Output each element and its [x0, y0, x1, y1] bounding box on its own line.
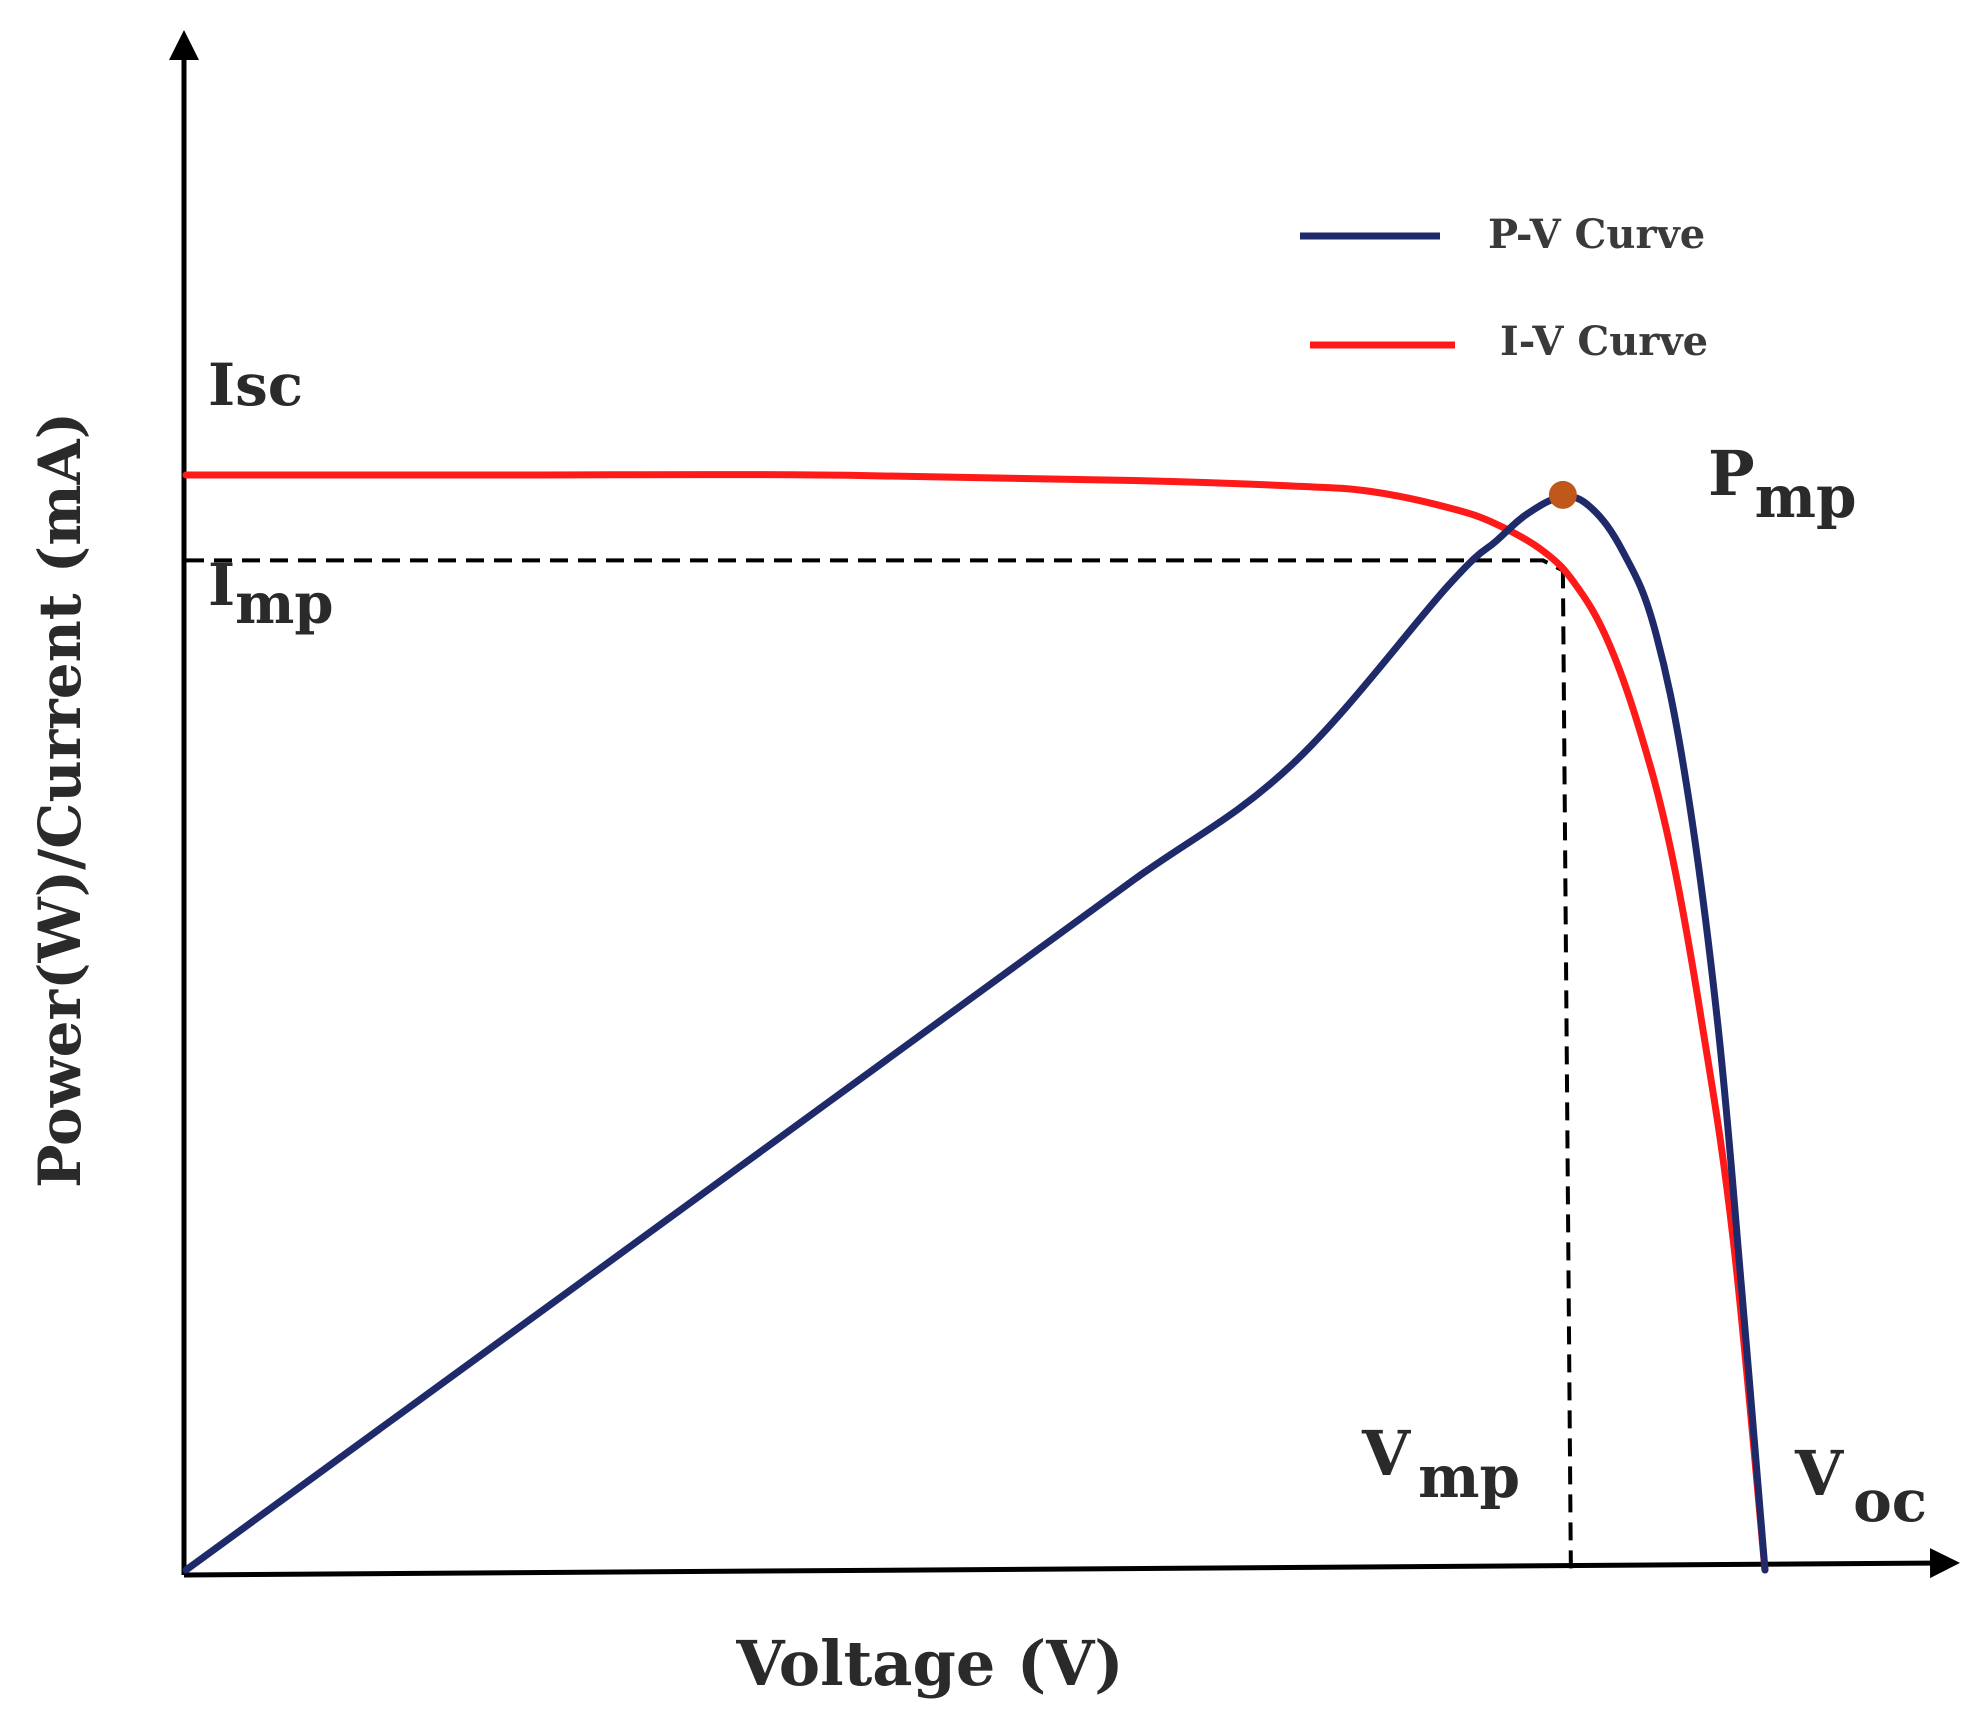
vmp-dashed-guide [1560, 570, 1573, 1571]
vmp-label-sub: mp [1418, 1443, 1520, 1511]
imp-dashed-guide [186, 558, 1564, 573]
pmp-label-main: P [1708, 437, 1755, 510]
pmp-label-sub: mp [1755, 463, 1857, 531]
voc-label-sub: oc [1853, 1467, 1927, 1535]
isc-label: Isc [208, 351, 303, 419]
voc-label-main: V [1794, 1437, 1844, 1510]
pmp-label: Pmp [1708, 437, 1857, 531]
max-power-point-marker [1548, 480, 1577, 509]
vmp-label-main: V [1361, 1417, 1411, 1490]
imp-label-sub: mp [235, 571, 333, 637]
imp-label-main: I [208, 551, 235, 619]
x-axis-title: Voltage (V) [735, 1627, 1123, 1700]
legend-iv-label: I-V Curve [1500, 318, 1708, 365]
x-axis-line [183, 1548, 1960, 1579]
legend-pv-label: P-V Curve [1488, 211, 1705, 258]
pv-curve-line [182, 493, 1769, 1574]
iv-curve-line [182, 471, 1769, 1574]
legend: P-V Curve I-V Curve [1300, 211, 1708, 365]
imp-label: Imp [208, 551, 334, 637]
y-axis-title: Power(W)/Current (mA) [26, 412, 94, 1188]
